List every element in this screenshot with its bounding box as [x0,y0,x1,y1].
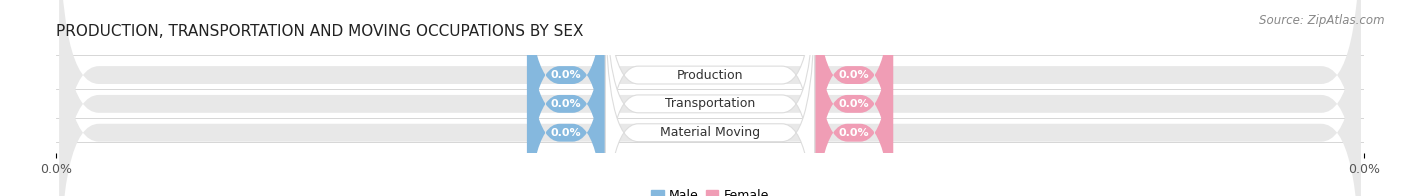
FancyBboxPatch shape [814,0,893,196]
FancyBboxPatch shape [527,0,606,196]
FancyBboxPatch shape [59,0,1361,196]
FancyBboxPatch shape [606,0,814,196]
Text: Material Moving: Material Moving [659,126,761,139]
FancyBboxPatch shape [59,0,1361,196]
Text: Production: Production [676,69,744,82]
FancyBboxPatch shape [814,0,893,196]
FancyBboxPatch shape [527,0,606,196]
Text: 0.0%: 0.0% [551,128,582,138]
Text: PRODUCTION, TRANSPORTATION AND MOVING OCCUPATIONS BY SEX: PRODUCTION, TRANSPORTATION AND MOVING OC… [56,24,583,39]
FancyBboxPatch shape [606,0,814,196]
Text: 0.0%: 0.0% [838,99,869,109]
FancyBboxPatch shape [814,0,893,196]
Text: 0.0%: 0.0% [838,128,869,138]
Text: 0.0%: 0.0% [551,70,582,80]
FancyBboxPatch shape [527,0,606,196]
Legend: Male, Female: Male, Female [647,184,773,196]
Text: Transportation: Transportation [665,97,755,110]
FancyBboxPatch shape [606,0,814,196]
Text: 0.0%: 0.0% [551,99,582,109]
Text: 0.0%: 0.0% [838,70,869,80]
Text: Source: ZipAtlas.com: Source: ZipAtlas.com [1260,14,1385,27]
FancyBboxPatch shape [59,0,1361,196]
